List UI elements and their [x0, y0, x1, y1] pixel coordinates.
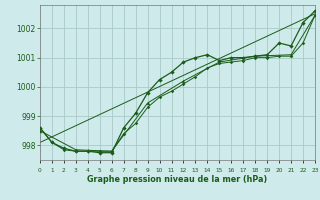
X-axis label: Graphe pression niveau de la mer (hPa): Graphe pression niveau de la mer (hPa)	[87, 175, 268, 184]
